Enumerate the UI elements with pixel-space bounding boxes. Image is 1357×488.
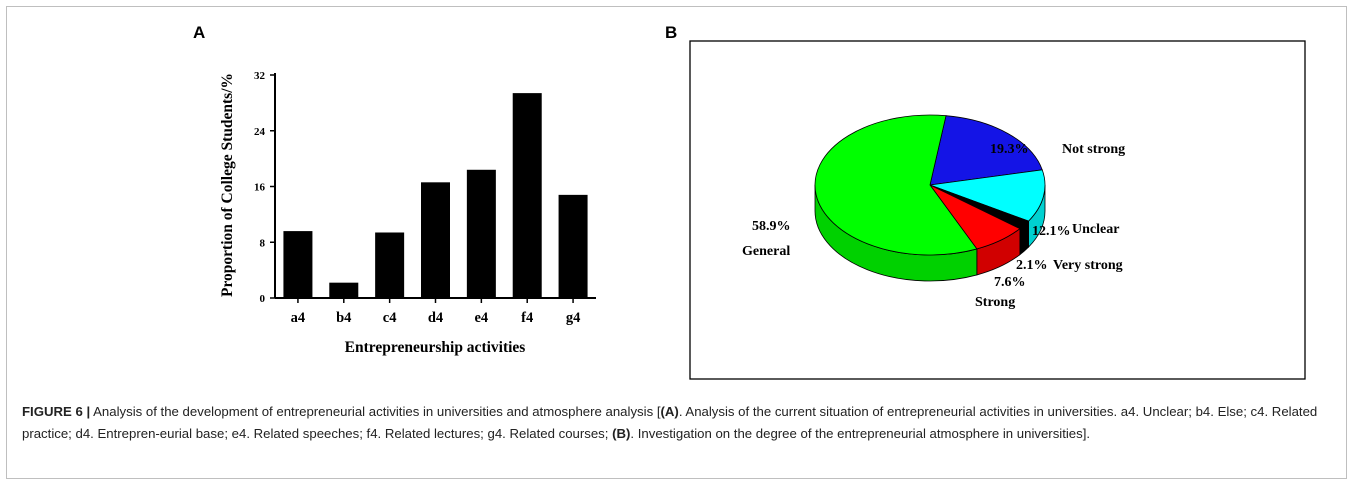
y-axis-label: Proportion of College Students/% [219, 73, 236, 297]
caption-text-1: Analysis of the development of entrepren… [90, 404, 661, 419]
figure-frame [6, 6, 1347, 479]
panel-a-letter: A [193, 23, 206, 42]
pie-value-label-general: 58.9% [752, 219, 791, 234]
bar-g4 [558, 194, 588, 298]
pie-chart: 19.3% Not strong 12.1% Unclear 2.1% Very stro… [689, 40, 1306, 380]
y-tick-label: 16 [254, 182, 266, 194]
figure-label: FIGURE 6 | [22, 404, 91, 419]
pie-value-label-strong: 7.6% [994, 275, 1026, 290]
bar-f4 [512, 93, 542, 299]
pie-category-label-general: General [742, 244, 790, 259]
x-tick-label: g4 [566, 310, 581, 326]
pie-category-label-very-strong: Very strong [1053, 258, 1123, 273]
x-tick-label: d4 [428, 310, 443, 326]
pie-value-label-very-strong: 2.1% [1016, 258, 1048, 273]
x-tick-label: a4 [291, 310, 306, 326]
pie-slice-unclear [929, 169, 1046, 222]
bar-chart: 0 8 16 24 32 a4 b4 c4 d4 e4 f4 g4 Entrepreneurship… [219, 70, 596, 356]
x-tick-label: c4 [383, 310, 397, 326]
bar-d4 [421, 182, 450, 298]
pie-category-label-not-strong: Not strong [1062, 142, 1125, 157]
caption-ref-a: (A) [660, 404, 679, 419]
y-tick-label: 24 [254, 126, 266, 138]
pie-category-label-strong: Strong [975, 295, 1015, 310]
pie-value-label-not-strong: 19.3% [990, 142, 1029, 157]
caption-ref-b: (B) [612, 426, 631, 441]
y-tick-label: 8 [260, 237, 266, 249]
pie-value-label-unclear: 12.1% [1032, 224, 1071, 239]
caption-text-2: . Analysis of the current situation of e… [22, 404, 1318, 441]
bar-c4 [375, 232, 405, 298]
pie-category-label-unclear: Unclear [1072, 222, 1119, 237]
caption-text-3: . Investigation on the degree of the ent… [630, 426, 1091, 441]
x-tick-label: e4 [475, 310, 489, 326]
pie-slice-general [814, 114, 978, 256]
bar-b4 [329, 282, 359, 298]
x-axis-label: Entrepreneurship activities [345, 339, 526, 356]
x-tick-label: b4 [336, 310, 351, 326]
bar-e4 [466, 169, 496, 298]
panel-b-letter: B [665, 23, 678, 42]
pie-chart-border [689, 40, 1306, 380]
bar-a4 [283, 231, 313, 298]
y-tick-label: 0 [260, 293, 266, 305]
y-tick-label: 32 [254, 70, 266, 82]
pie-slice-not-strong [929, 115, 1043, 186]
x-tick-label: f4 [521, 310, 533, 326]
figure-caption: FIGURE 6 | Analysis of the development o… [22, 401, 1332, 445]
